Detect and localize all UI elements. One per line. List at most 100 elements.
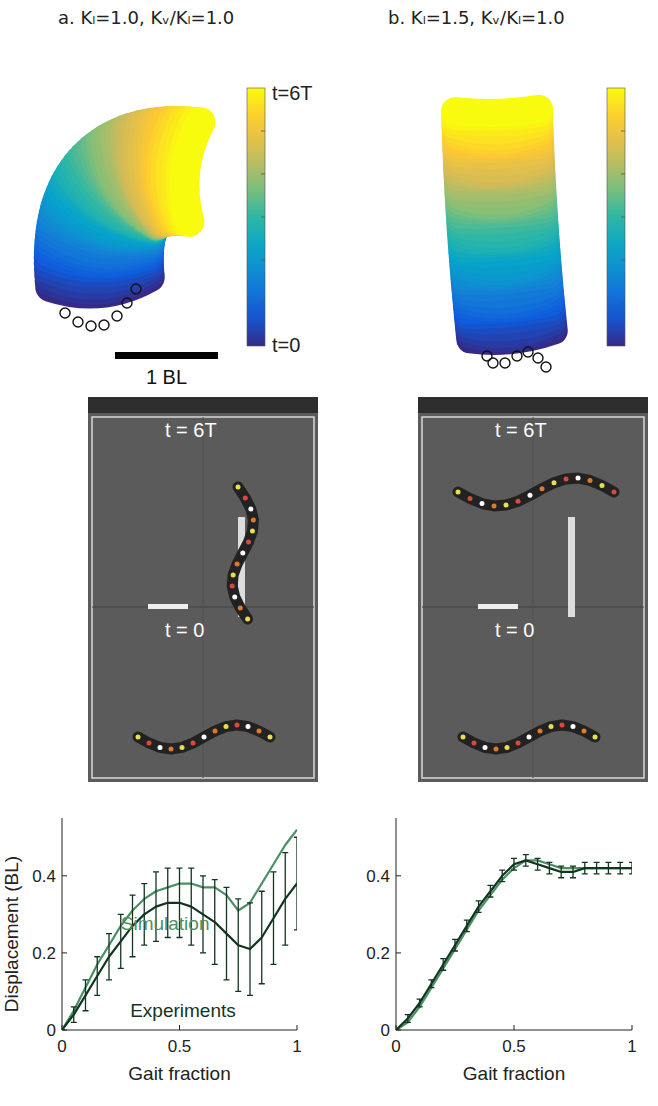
- robot-marker: [235, 723, 240, 728]
- chart: 00.20.400.51Gait fractionDisplacement (B…: [1, 818, 302, 1084]
- photo-label: t = 0: [165, 619, 204, 641]
- error-bar: [499, 870, 505, 882]
- colorbar-tick: [621, 174, 625, 175]
- error-bar: [83, 980, 89, 1011]
- robot-marker: [248, 507, 253, 512]
- colorbar-label: t=6T: [272, 82, 313, 104]
- panel-title: a. Kₗ=1.0, Kᵥ/Kₗ=1.0: [58, 7, 234, 28]
- error-bar: [594, 862, 600, 874]
- plot-area: [396, 855, 632, 1030]
- robot: [232, 487, 253, 619]
- robot-marker: [213, 729, 218, 734]
- x-tick: [179, 1025, 180, 1030]
- robot-marker: [468, 496, 473, 501]
- colorbar-label: t=0: [272, 334, 300, 356]
- error-bar: [440, 959, 446, 971]
- y-tick: [396, 952, 401, 953]
- marker-circle: [488, 358, 498, 368]
- x-tick-label: 0: [57, 1037, 66, 1056]
- marker-circle: [112, 311, 122, 321]
- body-frame: [184, 122, 200, 221]
- y-tick-label: 0.2: [32, 944, 56, 963]
- robot-marker: [257, 729, 262, 734]
- robot: [458, 478, 614, 506]
- robot-marker: [600, 483, 605, 488]
- x-tick-label: 0.5: [168, 1037, 192, 1056]
- colorbar-tick: [261, 303, 265, 304]
- error-bar: [235, 899, 241, 992]
- robot-marker: [516, 741, 521, 746]
- error-bar: [224, 887, 230, 980]
- robot-marker: [494, 747, 499, 752]
- series-line: [396, 860, 632, 1030]
- error-bar: [62, 1029, 65, 1030]
- marker-circle: [512, 351, 522, 361]
- robot-marker: [224, 724, 229, 729]
- figure: a. Kₗ=1.0, Kᵥ/Kₗ=1.0 b. Kₗ=1.5, Kᵥ/Kₗ=1.0…: [0, 0, 658, 1106]
- photo-label: t = 6T: [495, 419, 547, 441]
- y-tick: [396, 875, 401, 876]
- robot: [138, 725, 270, 749]
- robot-marker: [582, 729, 587, 734]
- error-bar: [294, 837, 297, 930]
- y-tick: [62, 952, 67, 953]
- error-bar: [476, 901, 482, 913]
- error-bar: [396, 1029, 399, 1030]
- body-frame: [455, 109, 539, 113]
- robot-marker: [169, 747, 174, 752]
- photo-edge: [418, 397, 648, 413]
- robot-marker: [232, 595, 237, 600]
- robot-marker: [231, 573, 236, 578]
- marker-circle: [541, 362, 551, 372]
- colorbar-tick: [621, 217, 625, 218]
- series-line: [396, 860, 632, 1030]
- robot-marker: [158, 745, 163, 750]
- chart: 00.20.400.51Gait fraction: [366, 818, 636, 1084]
- marker-circle: [99, 320, 109, 330]
- robot-marker: [180, 745, 185, 750]
- robot-marker: [549, 724, 554, 729]
- robot-marker: [528, 493, 533, 498]
- photo-border: [92, 417, 314, 778]
- y-axis: [62, 818, 63, 1030]
- error-bar: [71, 1007, 77, 1022]
- robot-marker: [504, 503, 509, 508]
- error-bar: [511, 858, 517, 870]
- robot-marker: [238, 606, 243, 611]
- tape: [148, 604, 188, 609]
- y-tick-label: 0: [47, 1021, 56, 1040]
- robot-marker: [564, 476, 569, 481]
- series-label: Simulation: [121, 913, 210, 934]
- error-bar: [405, 1015, 411, 1023]
- x-tick: [297, 1025, 298, 1030]
- tape: [478, 604, 518, 609]
- y-tick-label: 0.4: [32, 867, 56, 886]
- robot-marker: [461, 735, 466, 740]
- error-bar: [605, 862, 611, 874]
- plot-area: [62, 830, 297, 1030]
- colorbar-tick: [261, 131, 265, 132]
- series-line: [62, 830, 297, 1030]
- error-bar: [464, 920, 470, 932]
- robot-marker: [147, 741, 152, 746]
- error-bar: [247, 903, 253, 996]
- robot-marker: [571, 724, 576, 729]
- photo-floor: [418, 397, 648, 782]
- error-bar: [487, 885, 493, 897]
- error-bar: [106, 934, 112, 980]
- marker-circle: [533, 353, 543, 363]
- panel-title: b. Kₗ=1.5, Kᵥ/Kₗ=1.0: [388, 7, 565, 28]
- y-tick-label: 0: [381, 1021, 390, 1040]
- robot-marker: [243, 496, 248, 501]
- error-bar: [212, 880, 218, 965]
- error-bar: [582, 862, 588, 874]
- scale-bar-label: 1 BL: [146, 366, 187, 388]
- y-axis-title: Displacement (BL): [1, 856, 22, 1012]
- colorbar-tick: [261, 217, 265, 218]
- error-bar: [629, 862, 632, 874]
- error-bar: [452, 939, 458, 951]
- photo-border: [422, 417, 644, 778]
- error-bar: [558, 866, 564, 878]
- marker-circle: [122, 298, 132, 308]
- robot-marker: [552, 480, 557, 485]
